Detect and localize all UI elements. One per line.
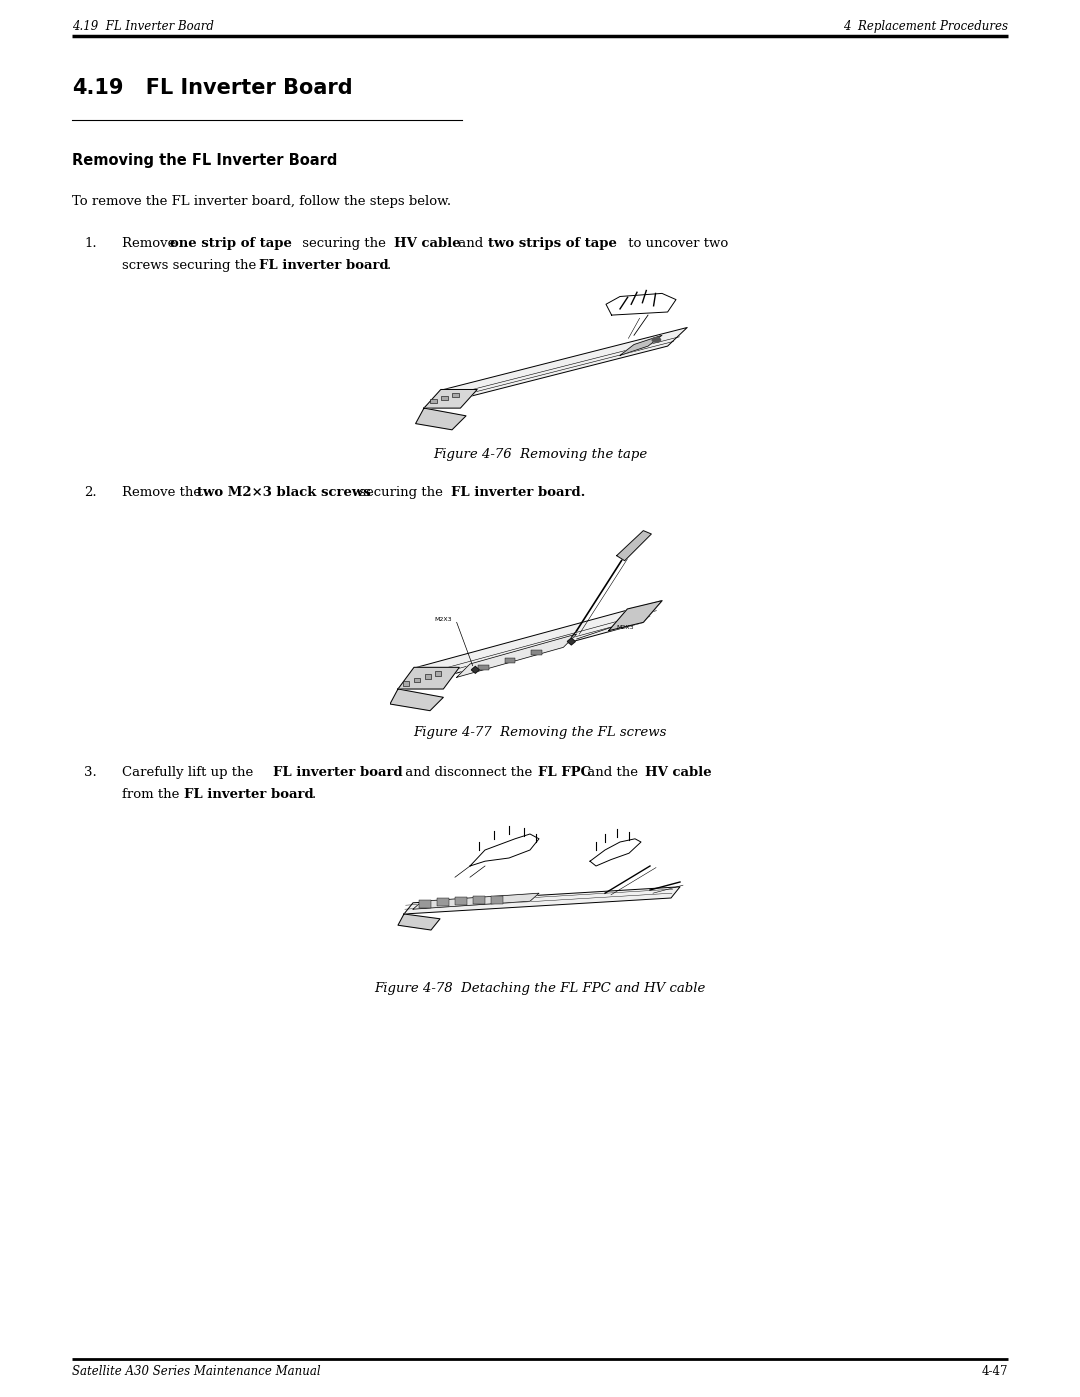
Text: M2X3: M2X3 xyxy=(617,624,634,630)
Bar xyxy=(441,395,448,401)
Polygon shape xyxy=(567,638,576,645)
Polygon shape xyxy=(470,834,539,866)
Bar xyxy=(491,895,503,904)
Text: 2.: 2. xyxy=(84,486,96,499)
Text: and the: and the xyxy=(583,766,643,780)
Text: FL inverter board: FL inverter board xyxy=(184,788,313,800)
Text: Removing the FL Inverter Board: Removing the FL Inverter Board xyxy=(72,154,337,168)
Text: Remove the: Remove the xyxy=(122,486,205,499)
Bar xyxy=(504,658,515,664)
Polygon shape xyxy=(424,327,687,408)
Polygon shape xyxy=(404,887,680,914)
Text: Carefully lift up the: Carefully lift up the xyxy=(122,766,257,780)
Text: FL inverter board: FL inverter board xyxy=(273,766,403,780)
Polygon shape xyxy=(471,666,480,673)
Text: from the: from the xyxy=(122,788,184,800)
Bar xyxy=(453,393,459,397)
Bar xyxy=(478,665,488,669)
Text: FL Inverter Board: FL Inverter Board xyxy=(124,78,353,98)
Polygon shape xyxy=(416,408,465,430)
Text: one strip of tape: one strip of tape xyxy=(170,237,292,250)
Text: securing the: securing the xyxy=(355,486,447,499)
Text: .: . xyxy=(387,258,391,272)
Text: 1.: 1. xyxy=(84,237,96,250)
Text: 4.19: 4.19 xyxy=(72,78,123,98)
Bar xyxy=(414,678,420,682)
Bar xyxy=(419,900,431,908)
Text: M2X3: M2X3 xyxy=(434,617,453,622)
Text: 3.: 3. xyxy=(84,766,97,780)
Polygon shape xyxy=(399,914,440,930)
Text: Figure 4-77  Removing the FL screws: Figure 4-77 Removing the FL screws xyxy=(414,726,666,739)
Text: Satellite A30 Series Maintenance Manual: Satellite A30 Series Maintenance Manual xyxy=(72,1365,321,1377)
Bar xyxy=(435,671,442,676)
Polygon shape xyxy=(620,335,662,355)
Text: two M2×3 black screws: two M2×3 black screws xyxy=(198,486,372,499)
Bar xyxy=(437,898,449,907)
Circle shape xyxy=(652,338,661,342)
Bar xyxy=(531,650,542,655)
Polygon shape xyxy=(609,601,662,630)
Polygon shape xyxy=(424,390,477,408)
Text: .: . xyxy=(312,788,315,800)
Text: to uncover two: to uncover two xyxy=(624,237,728,250)
Polygon shape xyxy=(457,634,577,678)
Bar xyxy=(455,897,467,905)
Bar xyxy=(424,675,431,679)
Text: and: and xyxy=(454,237,487,250)
Text: Figure 4-76  Removing the tape: Figure 4-76 Removing the tape xyxy=(433,448,647,461)
Text: To remove the FL inverter board, follow the steps below.: To remove the FL inverter board, follow … xyxy=(72,196,451,208)
Text: securing the: securing the xyxy=(298,237,390,250)
Text: FL inverter board.: FL inverter board. xyxy=(451,486,585,499)
Polygon shape xyxy=(390,689,443,711)
Bar xyxy=(473,897,485,904)
Text: FL inverter board: FL inverter board xyxy=(259,258,389,272)
Text: two strips of tape: two strips of tape xyxy=(488,237,618,250)
Polygon shape xyxy=(399,668,459,689)
Text: HV cable: HV cable xyxy=(394,237,460,250)
Text: 4-47: 4-47 xyxy=(982,1365,1008,1377)
Text: Figure 4-78  Detaching the FL FPC and HV cable: Figure 4-78 Detaching the FL FPC and HV … xyxy=(375,982,705,995)
Polygon shape xyxy=(413,893,539,909)
Text: 4.19  FL Inverter Board: 4.19 FL Inverter Board xyxy=(72,20,214,34)
Text: 4  Replacement Procedures: 4 Replacement Procedures xyxy=(843,20,1008,34)
Text: screws securing the: screws securing the xyxy=(122,258,260,272)
Text: FL FPC: FL FPC xyxy=(538,766,591,780)
Polygon shape xyxy=(617,531,651,560)
Text: and disconnect the: and disconnect the xyxy=(401,766,537,780)
Text: Remove: Remove xyxy=(122,237,179,250)
Bar xyxy=(430,398,436,404)
Polygon shape xyxy=(399,601,662,689)
Bar xyxy=(403,680,409,686)
Text: HV cable: HV cable xyxy=(645,766,712,780)
Polygon shape xyxy=(590,838,642,866)
